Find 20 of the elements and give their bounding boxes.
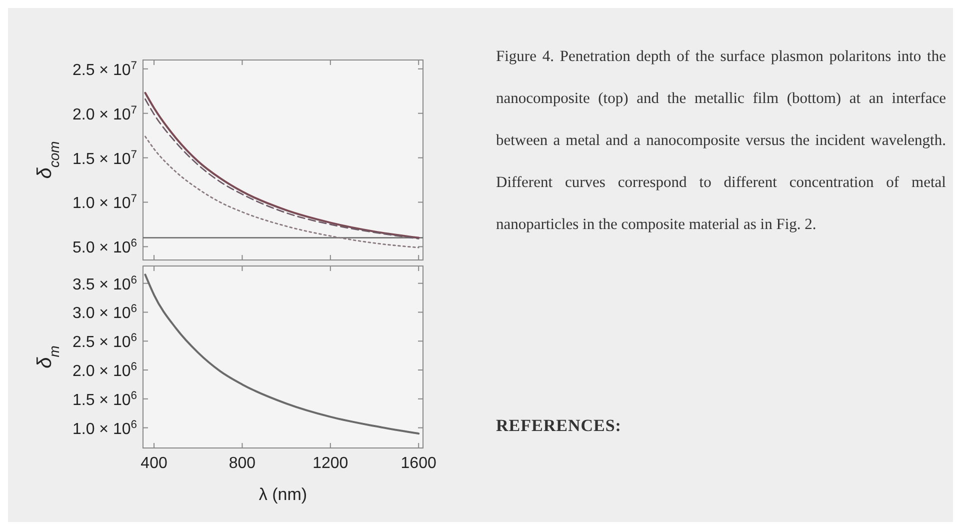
x-tick-label: 1600 bbox=[400, 455, 436, 472]
x-tick-label: 1200 bbox=[312, 455, 348, 472]
y-tick-label: 1.0 × 10$^{6}$ bbox=[72, 418, 137, 438]
y-tick-label: 2.5 × 10$^{6}$ bbox=[72, 332, 137, 352]
x-tick-label: 400 bbox=[140, 455, 168, 472]
y-tick-label: 3.5 × 10$^{6}$ bbox=[72, 274, 137, 294]
y-tick-label: 2.0 × 10$^{7}$ bbox=[72, 104, 137, 124]
line-series bbox=[144, 136, 420, 248]
y-tick-label: 3.0 × 10$^{6}$ bbox=[72, 303, 137, 322]
y-tick-label: 2.5 × 10$^{7}$ bbox=[72, 60, 137, 79]
x-axis-title: λ (nm) bbox=[258, 485, 308, 504]
line-series bbox=[144, 274, 420, 435]
y-tick-label: 1.5 × 10$^{6}$ bbox=[72, 390, 137, 409]
y-tick-label: 2.0 × 10$^{6}$ bbox=[72, 361, 137, 380]
text: REFERENCES: bbox=[496, 416, 622, 436]
y-tick-label: 5.0 × 10$^{6}$ bbox=[72, 238, 137, 257]
y-tick-label: 1.5 × 10$^{7}$ bbox=[72, 148, 137, 168]
y-tick-label: 1.0 × 10$^{7}$ bbox=[72, 193, 137, 212]
text: Figure 4. Penetration depth of the surface plasmon polaritons into the nanocomposite (top) and the metallic film (bottom) at an interface between a metal and a nanocomposite versus the incident wavelength. Different curves correspond to different concentration of metal nanoparticles in the composite material as in Fig. 2. bbox=[496, 48, 946, 233]
x-tick-label: 800 bbox=[228, 455, 256, 472]
